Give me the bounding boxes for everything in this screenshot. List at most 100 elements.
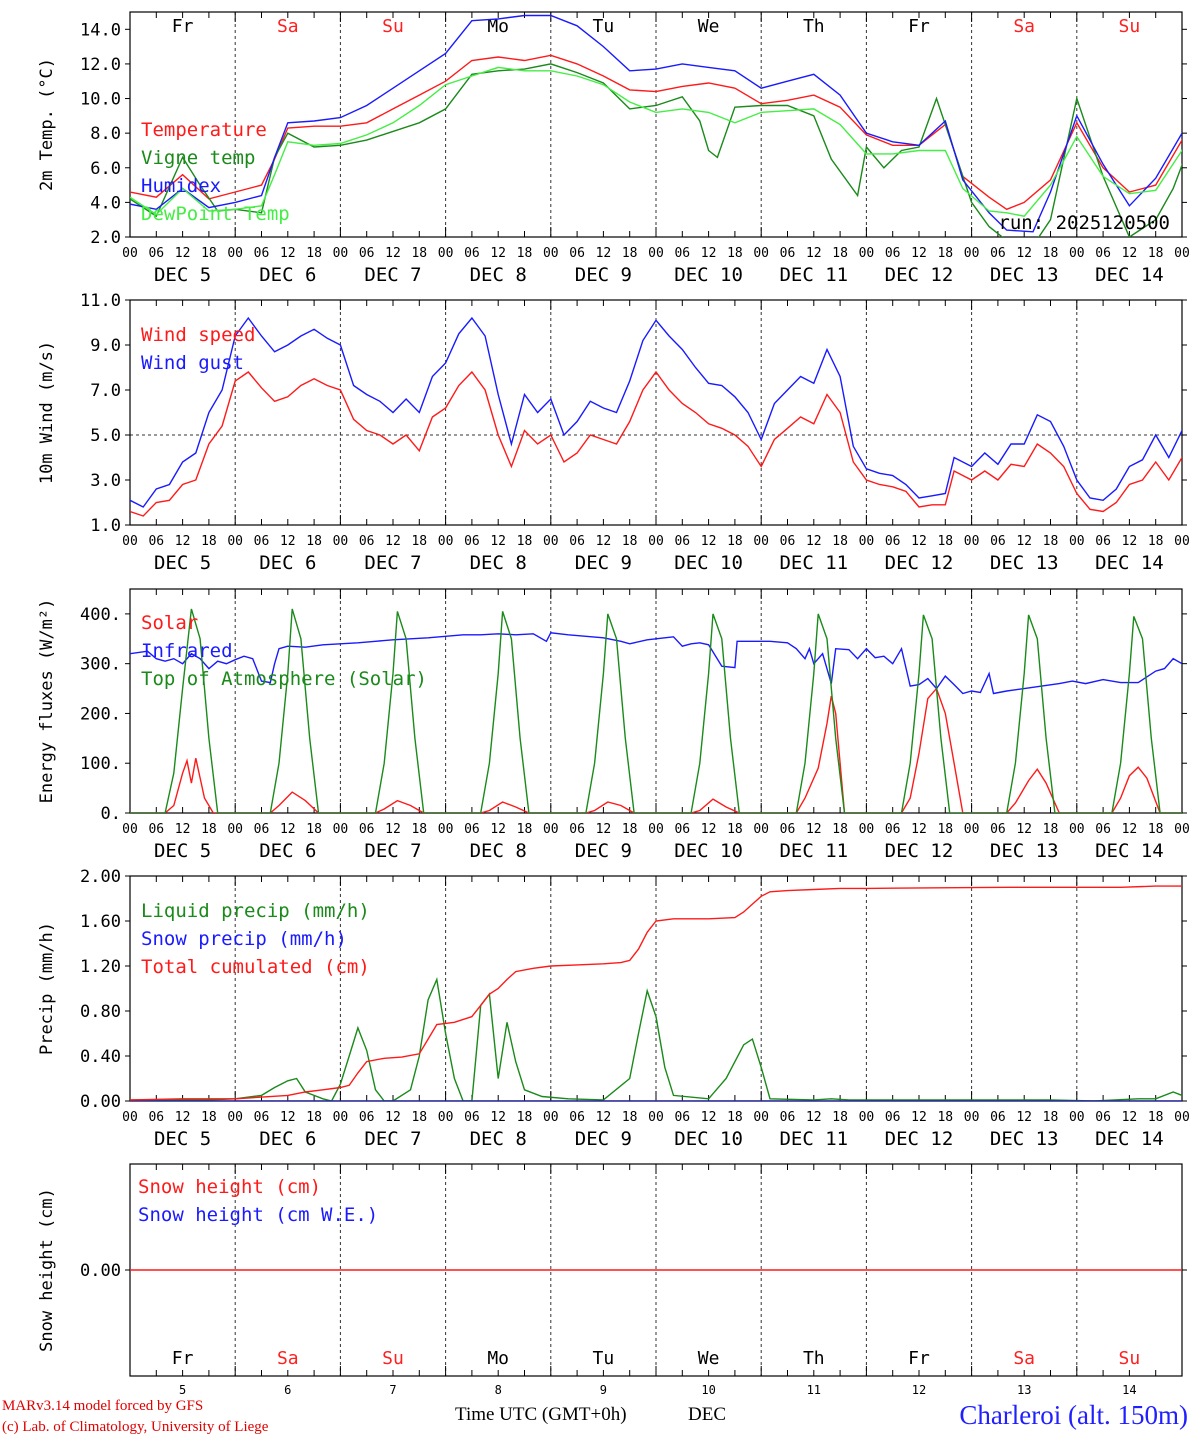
panel1-hour-label: 06 [464, 246, 480, 261]
panel4-hour-label: 18 [306, 1110, 322, 1125]
panel4-y-tick-label: 0.80 [80, 1002, 121, 1022]
panel5-day-name: Tu [593, 1348, 615, 1369]
panel1-hour-label: 12 [1122, 246, 1138, 261]
panel3-hour-label: 06 [1095, 822, 1111, 837]
panel2-hour-label: 12 [596, 534, 612, 549]
panel2-hour-label: 00 [1174, 534, 1190, 549]
panel1-hour-label: 18 [306, 246, 322, 261]
panel3-hour-label: 06 [990, 822, 1006, 837]
panel2-date-label: DEC 8 [470, 552, 527, 574]
panel3-hour-label: 00 [122, 822, 138, 837]
panel5-day-number: 12 [912, 1383, 926, 1397]
panel1-date-label: DEC 12 [885, 264, 954, 286]
panel3-hour-label: 06 [569, 822, 585, 837]
panel4-hour-label: 18 [622, 1110, 638, 1125]
panel3-hour-label: 00 [227, 822, 243, 837]
panel2-hour-label: 12 [806, 534, 822, 549]
panel3-legend-entry: Infrared [141, 640, 233, 662]
panel1-y-tick-label: 8.0 [90, 124, 121, 144]
panel4-hour-label: 06 [254, 1110, 270, 1125]
panel3-frame [129, 588, 1183, 814]
panel5-legend-entry: Snow height (cm W.E.) [138, 1204, 378, 1226]
panel3-date-label: DEC 5 [154, 840, 211, 862]
panel3-hour-label: 00 [333, 822, 349, 837]
panel2-date-label: DEC 11 [779, 552, 848, 574]
panel2-y-tick-label: 7.0 [90, 381, 121, 401]
panel2-hour-label: 18 [1043, 534, 1059, 549]
panel1-hour-label: 06 [359, 246, 375, 261]
panel1-hour-label: 00 [438, 246, 454, 261]
panel4-date-label: DEC 11 [779, 1128, 848, 1150]
panel2-y-tick-label: 11.0 [80, 291, 121, 311]
panel1-hour-label: 18 [201, 246, 217, 261]
panel1-hour-label: 06 [254, 246, 270, 261]
panel4-hour-label: 06 [885, 1110, 901, 1125]
panel1-date-label: DEC 13 [990, 264, 1059, 286]
panel4-hour-label: 00 [1174, 1110, 1190, 1125]
panel1-date-label: DEC 8 [470, 264, 527, 286]
panel3-hour-label: 18 [832, 822, 848, 837]
panel3-hour-label: 12 [175, 822, 191, 837]
panel2-hour-label: 06 [674, 534, 690, 549]
panel1-date-label: DEC 9 [575, 264, 632, 286]
panel2-date-label: DEC 6 [259, 552, 316, 574]
panel3-hour-label: 18 [622, 822, 638, 837]
panel4-y-tick-label: 0.40 [80, 1047, 121, 1067]
lab-credit: (c) Lab. of Climatology, University of L… [2, 1419, 269, 1435]
panel1-y-tick-label: 2.0 [90, 228, 121, 248]
panel4-hour-label: 00 [438, 1110, 454, 1125]
panel5-day-number: 13 [1017, 1383, 1031, 1397]
panel2-series-wind-gust [130, 316, 1182, 508]
panel5-day-name: Fr [908, 1348, 930, 1369]
panel5-day-number: 11 [807, 1383, 821, 1397]
panel3-hour-label: 06 [885, 822, 901, 837]
panel4-hour-label: 12 [596, 1110, 612, 1125]
panel4-hour-label: 00 [227, 1110, 243, 1125]
panel3-hour-label: 18 [201, 822, 217, 837]
panel1-hour-label: 06 [990, 246, 1006, 261]
panel4-hour-label: 12 [280, 1110, 296, 1125]
panel1-hour-label: 06 [148, 246, 164, 261]
panel1-hour-label: 00 [859, 246, 875, 261]
panel4-hour-label: 18 [1148, 1110, 1164, 1125]
panel1-hour-label: 18 [832, 246, 848, 261]
panel5-day-number: 7 [389, 1383, 396, 1397]
panel1-run-annotation: run: 2025120500 [998, 212, 1170, 234]
panel1-hour-label: 12 [701, 246, 717, 261]
panel3-hour-label: 18 [937, 822, 953, 837]
panel1-hour-label: 06 [885, 246, 901, 261]
panel2-y-tick-label: 3.0 [90, 471, 121, 491]
panel3-date-label: DEC 6 [259, 840, 316, 862]
panel2-date-label: DEC 13 [990, 552, 1059, 574]
panel4-hour-label: 00 [543, 1110, 559, 1125]
panel5-day-number: 10 [701, 1383, 715, 1397]
panel3-date-label: DEC 12 [885, 840, 954, 862]
panel2-hour-label: 18 [832, 534, 848, 549]
panel2-hour-label: 12 [385, 534, 401, 549]
panel1-date-label: DEC 5 [154, 264, 211, 286]
panel3-hour-label: 12 [1016, 822, 1032, 837]
panel4-hour-label: 06 [359, 1110, 375, 1125]
panel2-hour-label: 18 [517, 534, 533, 549]
panel2-hour-label: 18 [306, 534, 322, 549]
panel5-day-name: Sa [1013, 1348, 1035, 1369]
panel3-hour-label: 00 [543, 822, 559, 837]
panel3-hour-label: 12 [1122, 822, 1138, 837]
panel5-day-number: 8 [495, 1383, 502, 1397]
panel5-day-name: Sa [277, 1348, 299, 1369]
panel1-y-tick-label: 4.0 [90, 193, 121, 213]
panel4-hour-label: 12 [701, 1110, 717, 1125]
panel4-date-label: DEC 7 [364, 1128, 421, 1150]
panel2-hour-label: 00 [227, 534, 243, 549]
panel1-hour-label: 12 [385, 246, 401, 261]
panel3-hour-label: 18 [411, 822, 427, 837]
panel3-hour-label: 18 [1148, 822, 1164, 837]
panel4-legend-entry: Snow precip (mm/h) [141, 928, 347, 950]
panel1-day-name: Sa [1013, 16, 1035, 37]
panel2-date-label: DEC 14 [1095, 552, 1164, 574]
panel1-series-temperature [130, 54, 1182, 211]
panel4-hour-label: 00 [753, 1110, 769, 1125]
panel3-hour-label: 00 [964, 822, 980, 837]
panel4-hour-label: 12 [806, 1110, 822, 1125]
panel4-date-label: DEC 14 [1095, 1128, 1164, 1150]
